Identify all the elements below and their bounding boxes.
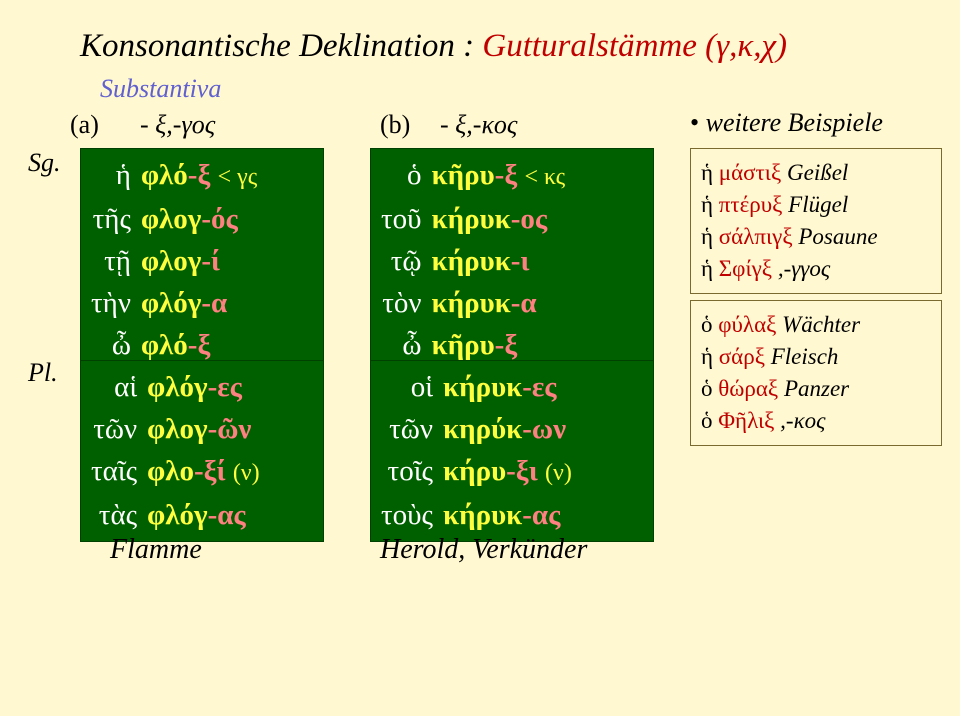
word-form: φλογ-ῶν (143, 409, 264, 449)
article: ταῖς (87, 451, 141, 493)
page-title: Konsonantische Deklination : Gutturalstä… (80, 28, 787, 65)
title-part2: Gutturalstämme (γ,κ,χ) (482, 28, 787, 64)
article: τῶν (87, 409, 141, 449)
example-row: ἡ σάλπιγξ Posaune (701, 221, 931, 253)
article: ὦ (87, 325, 135, 365)
panel-b-sg: ὁκῆρυ-ξ < κςτοῦκήρυκ-οςτῷκήρυκ-ιτὸνκήρυκ… (370, 148, 654, 372)
article: τοὺς (377, 495, 437, 535)
article: τὴν (87, 283, 135, 323)
example-row: ὁ Φῆλιξ ,-κος (701, 405, 931, 437)
col-b-suffix: - ξ,-κος (440, 110, 517, 140)
word-form: φλο-ξί (ν) (143, 451, 264, 493)
article: τῇ (87, 241, 135, 281)
panel-a-sg: ἡφλό-ξ < γςτῆςφλογ-όςτῇφλογ-ίτὴνφλόγ-αὦφ… (80, 148, 324, 372)
word-form: κῆρυ-ξ (428, 325, 570, 365)
word-form: κήρυ-ξι (ν) (439, 451, 576, 493)
word-form: κήρυκ-ες (439, 367, 576, 407)
panel-b-pl: οἱκήρυκ-εςτῶνκηρύκ-ωντοῖςκήρυ-ξι (ν)τοὺς… (370, 360, 654, 542)
word-form: κήρυκ-α (428, 283, 570, 323)
article: τὸν (377, 283, 426, 323)
panel-a-pl: αἱφλόγ-εςτῶνφλογ-ῶνταῖςφλο-ξί (ν)τὰςφλόγ… (80, 360, 324, 542)
col-b-label: (b) (380, 110, 410, 140)
article: ὦ (377, 325, 426, 365)
word-form: κῆρυ-ξ < κς (428, 155, 570, 197)
example-row: ἡ μάστιξ Geißel (701, 157, 931, 189)
word-form: φλόγ-ες (143, 367, 264, 407)
word-form: κήρυκ-ας (439, 495, 576, 535)
word-form: κήρυκ-ι (428, 241, 570, 281)
example-row: ἡ πτέρυξ Flügel (701, 189, 931, 221)
article: τῶν (377, 409, 437, 449)
word-form: κήρυκ-ος (428, 199, 570, 239)
word-form: φλό-ξ (137, 325, 261, 365)
word-form: φλογ-ός (137, 199, 261, 239)
word-form: φλόγ-ας (143, 495, 264, 535)
examples-box-2: ὁ φύλαξ Wächterἡ σάρξ Fleischὁ θώραξ Pan… (690, 300, 942, 446)
example-row: ὁ θώραξ Panzer (701, 373, 931, 405)
subheading: Substantiva (100, 74, 221, 104)
example-row: ἡ σάρξ Fleisch (701, 341, 931, 373)
examples-box-1: ἡ μάστιξ Geißelἡ πτέρυξ Flügelἡ σάλπιγξ … (690, 148, 942, 294)
article: ἡ (87, 155, 135, 197)
col-a-suffix: - ξ,-γος (140, 110, 215, 140)
article: τῷ (377, 241, 426, 281)
title-part1: Konsonantische Deklination : (80, 28, 474, 64)
word-form: φλόγ-α (137, 283, 261, 323)
caption-b: Herold, Verkünder (380, 534, 587, 566)
article: τοῦ (377, 199, 426, 239)
word-form: φλογ-ί (137, 241, 261, 281)
article: τοῖς (377, 451, 437, 493)
article: τὰς (87, 495, 141, 535)
caption-a: Flamme (110, 534, 202, 566)
examples-heading: weitere Beispiele (690, 108, 883, 138)
article: αἱ (87, 367, 141, 407)
word-form: κηρύκ-ων (439, 409, 576, 449)
article: οἱ (377, 367, 437, 407)
sg-label: Sg. (28, 148, 61, 178)
example-row: ὁ φύλαξ Wächter (701, 309, 931, 341)
word-form: φλό-ξ < γς (137, 155, 261, 197)
article: τῆς (87, 199, 135, 239)
pl-label: Pl. (28, 358, 58, 388)
col-a-label: (a) (70, 110, 99, 140)
example-row: ἡ Σφίγξ ,-γγος (701, 253, 931, 285)
article: ὁ (377, 155, 426, 197)
